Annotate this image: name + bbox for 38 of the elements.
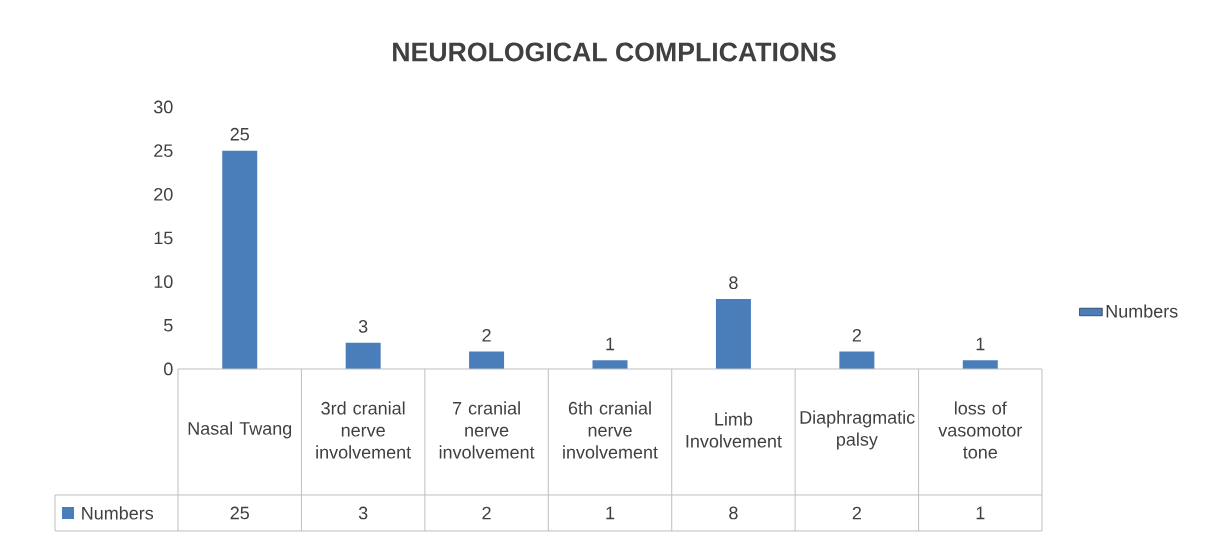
data-label: 2 [852,328,861,342]
data-label: 1 [606,337,615,351]
y-tick-label: 10 [154,275,173,289]
text: 2 [852,506,861,520]
data-label: 3 [358,320,368,333]
data-label: 25 [230,127,249,141]
text: 1 [976,506,985,520]
bar [222,150,258,369]
text: 2 [482,506,491,520]
text: 8 [729,506,738,520]
bar [592,360,628,369]
y-tick-label: 15 [154,231,173,245]
x-tick-label: 6th cranial nerve involvement [563,401,658,459]
x-tick-label: Nasal Twang [188,421,292,439]
y-tick-label: 5 [164,319,173,332]
x-tick-label: 3rd cranial nerve involvement [316,401,412,459]
data-label: 1 [976,337,985,351]
bar [345,342,381,369]
text: Numbers [82,506,154,520]
y-tick-label: 20 [154,187,173,201]
y-tick-label: 30 [153,100,173,114]
bar [715,299,751,369]
bar [839,351,875,369]
bar [962,360,998,369]
y-tick-label: 0 [164,362,173,376]
text: 1 [606,506,615,520]
x-tick-label: Limb Involvement [686,412,782,448]
bar [469,351,505,369]
data-label: 2 [482,328,491,342]
data-label: 8 [729,276,738,290]
x-tick-label: Diaphragmatic palsy [800,410,915,450]
chart-title: NEUROLOGICAL COMPLICATIONS [393,42,836,62]
x-tick-label: 7 cranial nerve involvement [439,401,535,459]
legend-label: Numbers [1106,304,1178,318]
text: 3 [358,506,368,520]
text: 25 [230,506,249,520]
y-tick-label: 25 [154,144,173,158]
x-tick-label: loss of vasomotor tone [938,401,1022,459]
